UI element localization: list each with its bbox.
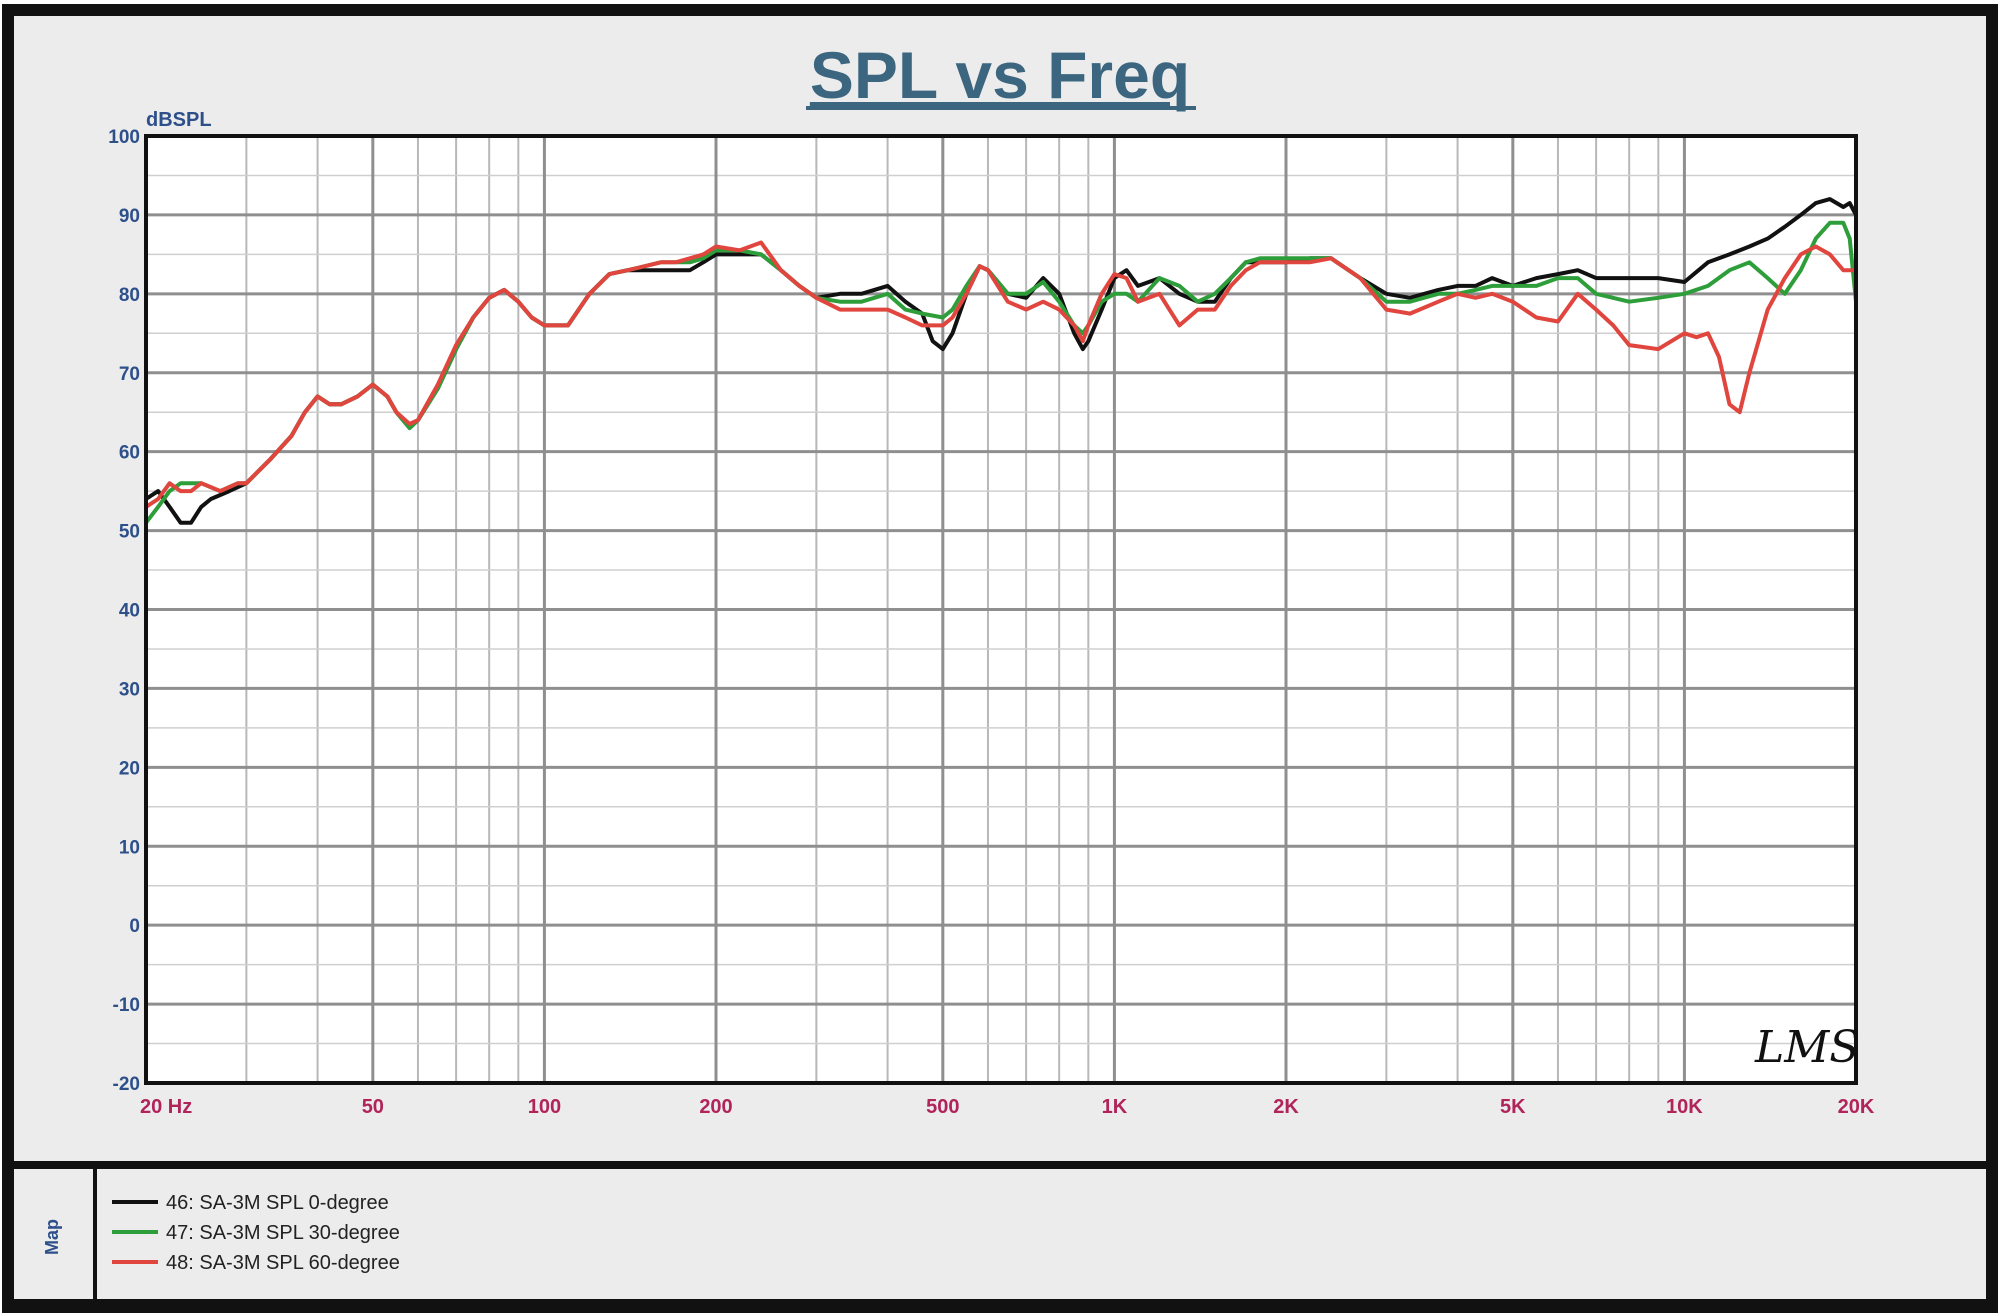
y-tick-label: 100 — [108, 127, 140, 148]
legend-label-0: 46: SA-3M SPL 0-degree — [166, 1192, 389, 1214]
x-tick-label: 200 — [699, 1096, 732, 1118]
x-tick-label: 10K — [1666, 1096, 1703, 1118]
x-tick-label: 100 — [528, 1096, 561, 1118]
plot-border — [144, 134, 1858, 1085]
y-tick-label: 0 — [129, 916, 140, 937]
x-tick-label: 20K — [1838, 1096, 1875, 1118]
x-tick-label: 50 — [362, 1096, 384, 1118]
y-tick-label: -10 — [113, 995, 140, 1016]
x-tick-labels: 20 Hz 50 100 200 500 1K 2K 5K 10K 20K — [140, 1096, 1875, 1118]
x-tick-label: 2K — [1273, 1096, 1299, 1118]
lms-watermark: LMS — [1754, 1022, 1859, 1073]
legend-label-1: 47: SA-3M SPL 30-degree — [166, 1222, 400, 1244]
x-tick-label: 20 Hz — [140, 1096, 192, 1118]
y-tick-label: 60 — [119, 443, 140, 464]
legend-side-label: Map — [42, 1219, 62, 1255]
y-tick-label: 30 — [119, 679, 140, 700]
legend: 46: SA-3M SPL 0-degree 47: SA-3M SPL 30-d… — [112, 1192, 400, 1274]
series-line-2 — [144, 240, 1858, 509]
y-tick-label: 20 — [119, 758, 140, 779]
y-tick-label: -20 — [113, 1074, 140, 1095]
y-tick-label: 50 — [119, 522, 140, 543]
y-tick-label: 10 — [119, 837, 140, 858]
chart-title: SPL vs Freq — [810, 38, 1190, 112]
series-layer — [144, 197, 1858, 525]
legend-label-2: 48: SA-3M SPL 60-degree — [166, 1252, 400, 1274]
y-tick-label: 70 — [119, 364, 140, 385]
x-tick-label: 1K — [1102, 1096, 1128, 1118]
y-tick-label: 90 — [119, 206, 140, 227]
y-tick-label: 40 — [119, 601, 140, 622]
x-tick-label: 500 — [926, 1096, 959, 1118]
x-tick-label: 5K — [1500, 1096, 1526, 1118]
y-axis-label: dBSPL — [146, 109, 212, 131]
y-tick-label: 80 — [119, 285, 140, 306]
